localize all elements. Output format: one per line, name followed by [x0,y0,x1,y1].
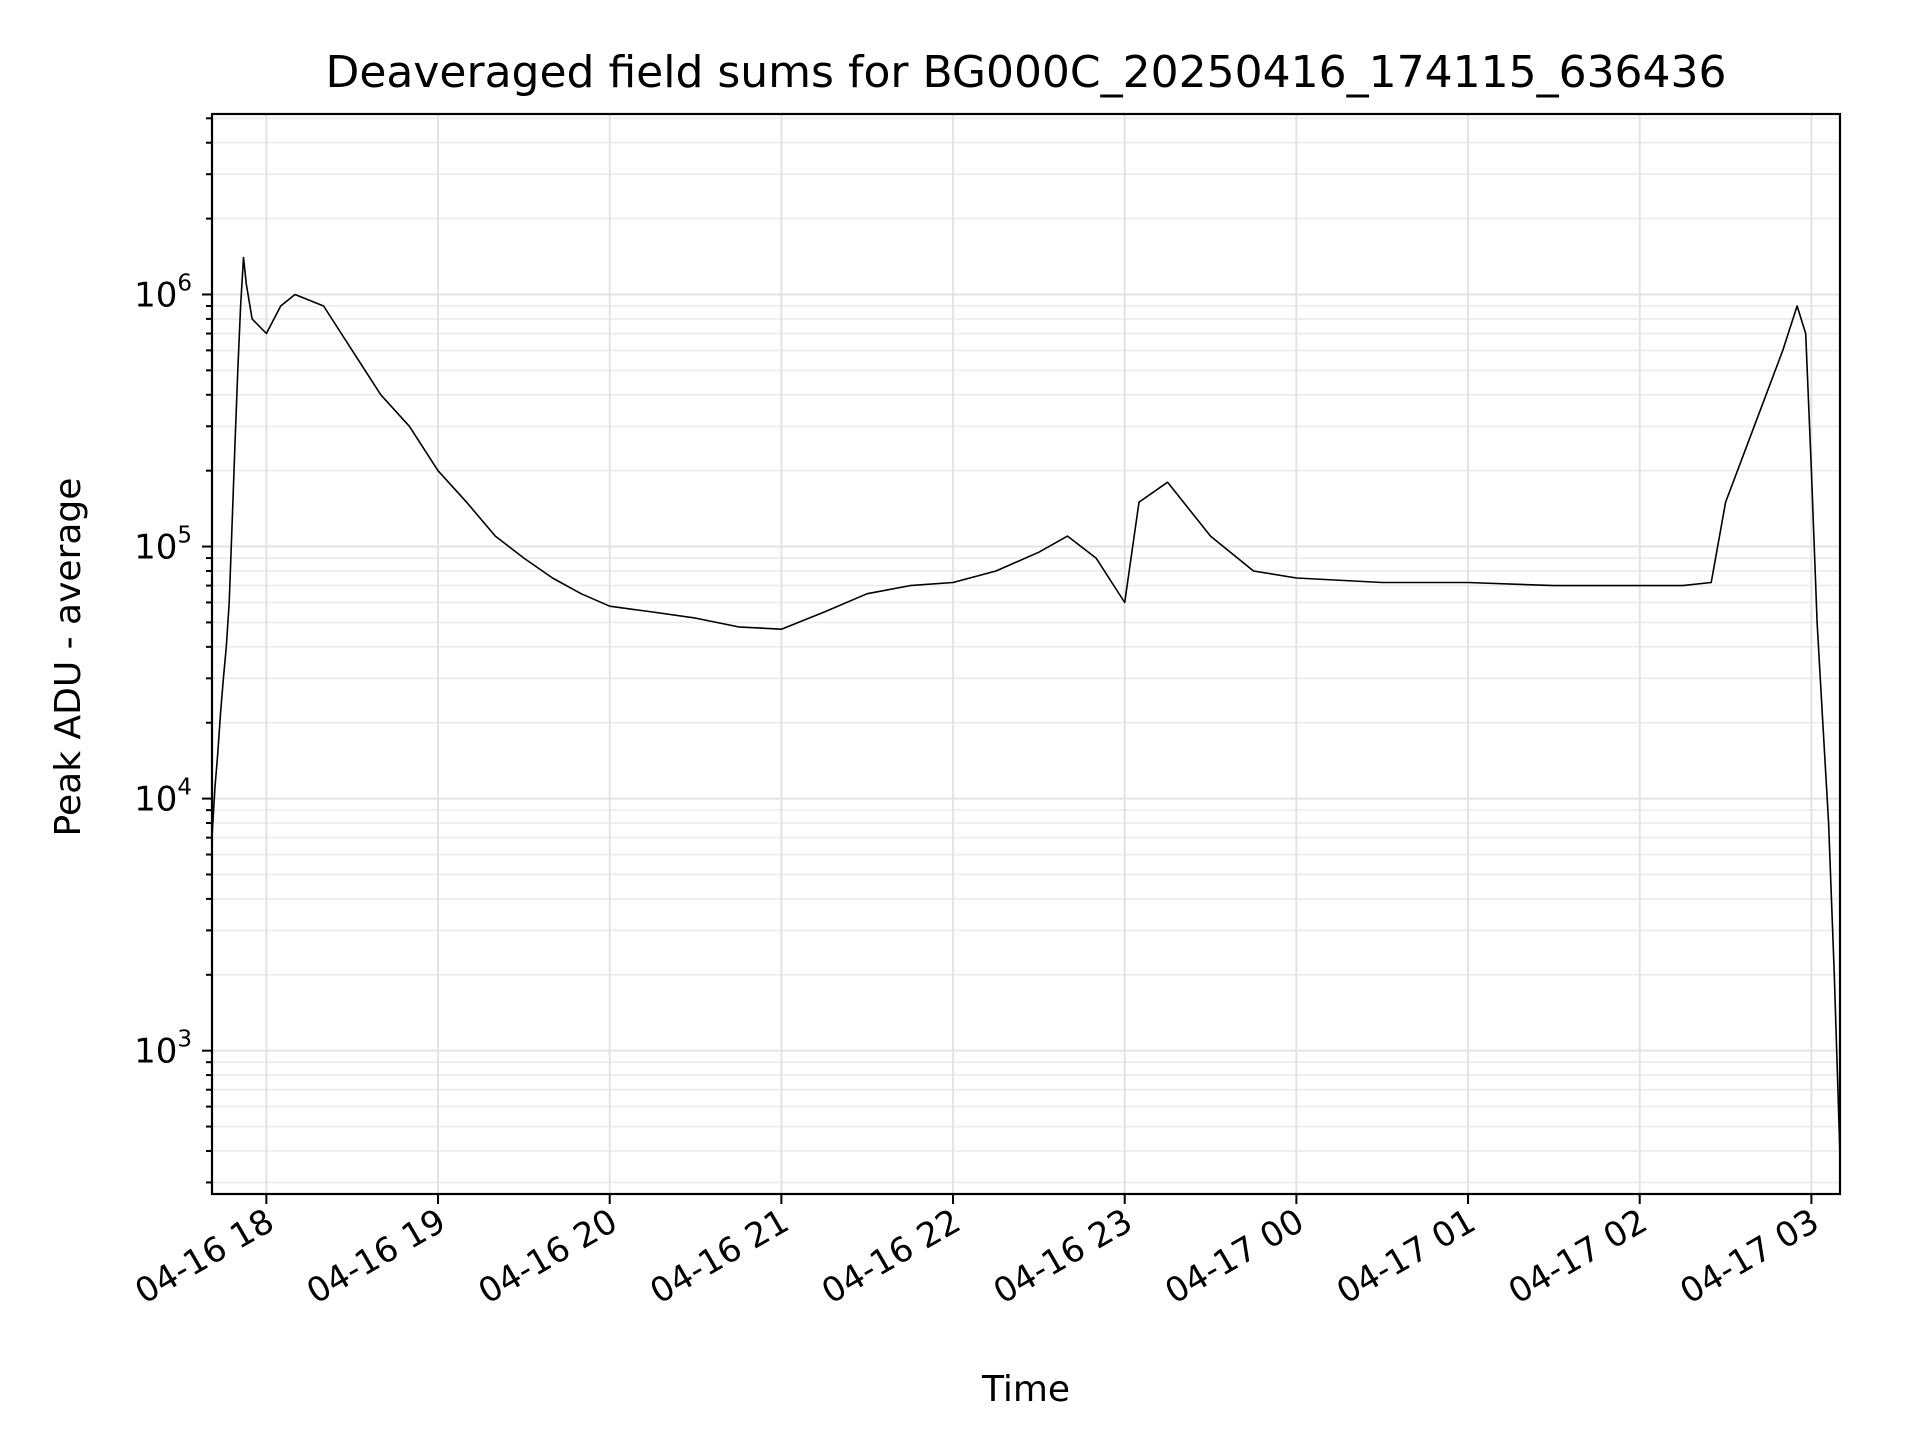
series-layer [211,256,1841,1157]
plot-frame [210,112,1842,1196]
grid [212,114,1840,1194]
chart-title: Deaveraged field sums for BG000C_2025041… [325,47,1726,98]
x-tick-label: 04-16 23 [987,1201,1139,1312]
x-axis: 04-16 18 04-16 19 04-16 20 04-16 21 04-16 22… [128,1194,1826,1312]
x-tick-label: 04-16 19 [300,1201,452,1312]
y-tick-label: 106 [134,270,192,315]
x-tick-label: 04-17 03 [1673,1201,1825,1312]
x-tick-label: 04-17 02 [1502,1201,1654,1312]
x-tick-label: 04-16 20 [472,1201,624,1312]
y-axis: 103 104 105 106 [134,117,212,1184]
x-tick-label: 04-17 00 [1158,1201,1310,1312]
x-axis-label: Time [981,1369,1070,1410]
x-tick-label: 04-17 01 [1330,1201,1482,1312]
series-line-1 [211,256,1841,1157]
x-tick-label: 04-16 21 [643,1201,795,1312]
y-tick-label: 104 [134,775,192,820]
y-tick-label: 103 [134,1027,192,1072]
y-axis-label: Peak ADU - average [48,478,89,837]
x-tick-label: 04-16 18 [128,1201,280,1312]
y-tick-label: 105 [134,523,192,568]
x-tick-label: 04-16 22 [815,1201,967,1312]
